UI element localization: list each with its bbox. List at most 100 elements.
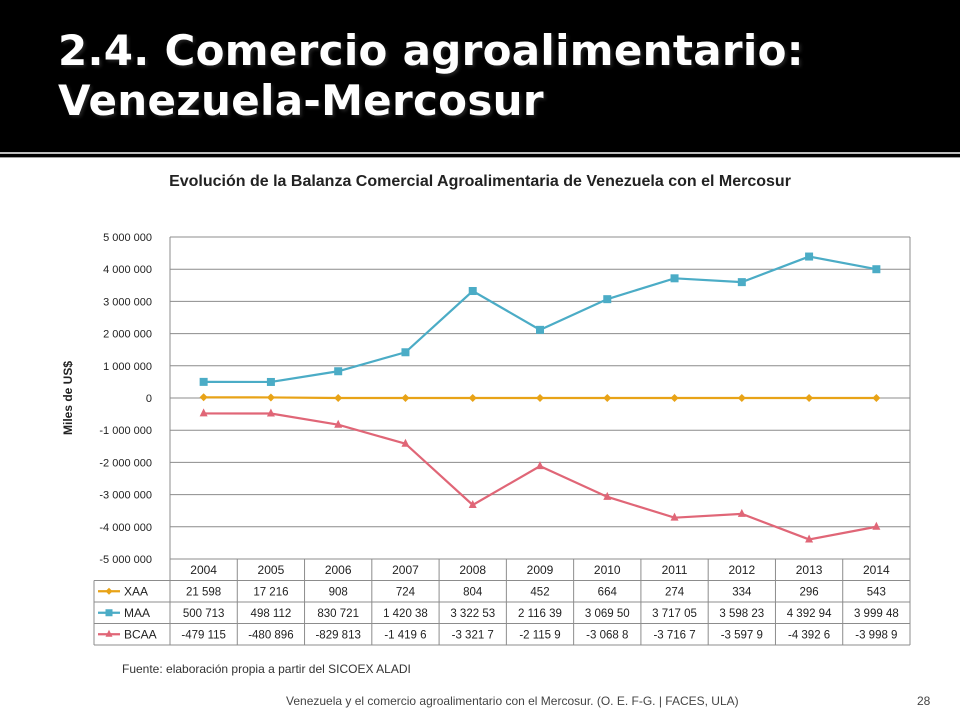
slide-footer: Venezuela y el comercio agroalimentario … <box>286 694 739 708</box>
data-point-bcaa <box>266 408 275 417</box>
series-line-maa <box>203 255 877 384</box>
slide-title-line2: Venezuela-Mercosur <box>58 76 544 125</box>
table-cell-maa: 3 322 53 <box>450 608 495 620</box>
table-cell-bcaa: -829 813 <box>315 630 360 642</box>
legend-marker-bcaa <box>105 629 113 637</box>
table-cell-bcaa: -3 321 7 <box>452 630 494 642</box>
x-tick-label: 2006 <box>325 563 352 577</box>
title-divider-thin <box>0 157 960 158</box>
data-point-bcaa <box>468 499 477 508</box>
data-point-maa <box>737 278 746 287</box>
table-cell-xaa: 17 216 <box>253 587 288 599</box>
data-point-xaa <box>872 393 881 402</box>
table-cell-maa: 1 420 38 <box>383 608 428 620</box>
table-cell-bcaa: -2 115 9 <box>519 630 560 642</box>
data-point-xaa <box>334 393 343 402</box>
data-point-xaa <box>468 393 477 402</box>
x-tick-label: 2007 <box>392 563 419 577</box>
title-band <box>0 0 960 150</box>
data-point-maa <box>670 274 679 283</box>
table-cell-bcaa: -3 998 9 <box>855 630 897 642</box>
data-point-maa <box>266 377 275 386</box>
table-cell-xaa: 452 <box>530 587 549 599</box>
data-point-maa <box>536 325 544 334</box>
table-cell-xaa: 296 <box>799 587 818 599</box>
table-cell-bcaa: -1 419 6 <box>384 630 426 642</box>
y-tick-label: -3 000 000 <box>99 490 152 502</box>
chart-title: Evolución de la Balanza Comercial Agroal… <box>169 173 791 190</box>
table-cell-maa: 2 116 39 <box>518 608 562 620</box>
table-cell-bcaa: -480 896 <box>248 630 293 642</box>
x-tick-label: 2013 <box>796 563 823 577</box>
data-point-xaa <box>805 393 814 402</box>
legend-marker-maa <box>105 609 113 617</box>
table-cell-maa: 3 717 05 <box>652 608 697 620</box>
title-divider <box>0 152 960 154</box>
table-cell-maa: 3 999 48 <box>854 608 899 620</box>
data-point-xaa <box>199 393 208 402</box>
y-tick-label: -1 000 000 <box>99 425 152 437</box>
table-cell-bcaa: -3 068 8 <box>586 630 628 642</box>
series-line-bcaa <box>203 412 877 541</box>
y-tick-label: 0 <box>146 393 152 405</box>
y-tick-label: 3 000 000 <box>103 296 152 308</box>
y-tick-label: 5 000 000 <box>103 232 152 244</box>
y-axis-label: Miles de US$ <box>61 361 75 435</box>
table-cell-bcaa: -479 115 <box>181 630 226 642</box>
data-point-bcaa <box>536 461 544 470</box>
data-point-xaa <box>536 393 544 402</box>
table-cell-bcaa: -3 597 9 <box>721 630 763 642</box>
data-point-bcaa <box>737 508 746 517</box>
data-point-xaa <box>603 393 612 402</box>
legend-label-bcaa: BCAA <box>124 628 157 642</box>
y-tick-label: 2 000 000 <box>103 329 152 341</box>
x-tick-label: 2012 <box>728 563 755 577</box>
data-point-bcaa <box>872 521 881 530</box>
y-tick-label: 4 000 000 <box>103 264 152 276</box>
x-tick-label: 2005 <box>258 563 285 577</box>
table-cell-maa: 498 112 <box>251 608 292 620</box>
x-tick-label: 2009 <box>527 563 554 577</box>
table-cell-xaa: 804 <box>463 587 483 599</box>
data-point-maa <box>468 287 477 296</box>
table-cell-maa: 500 713 <box>183 608 225 620</box>
y-tick-label: -2 000 000 <box>99 457 152 469</box>
data-point-maa <box>603 295 612 304</box>
table-cell-bcaa: -4 392 6 <box>788 630 830 642</box>
x-tick-label: 2004 <box>190 563 217 577</box>
data-point-maa <box>872 265 881 274</box>
table-cell-xaa: 543 <box>867 587 886 599</box>
data-point-bcaa <box>199 408 208 417</box>
slide-title-line1: 2.4. Comercio agroalimentario: <box>58 26 804 75</box>
data-point-bcaa <box>603 491 612 500</box>
data-point-bcaa <box>805 534 814 543</box>
slide-content <box>0 158 960 720</box>
data-point-maa <box>199 377 208 386</box>
source-note: Fuente: elaboración propia a partir del … <box>122 662 411 676</box>
data-point-bcaa <box>401 438 410 447</box>
x-tick-label: 2008 <box>459 563 486 577</box>
table-cell-maa: 3 069 50 <box>585 608 630 620</box>
data-point-maa <box>401 348 410 357</box>
table-cell-maa: 830 721 <box>317 608 359 620</box>
legend-marker-xaa <box>105 587 113 595</box>
table-cell-xaa: 274 <box>665 587 685 599</box>
data-point-xaa <box>670 393 679 402</box>
y-tick-label: -4 000 000 <box>99 522 152 534</box>
y-tick-label: 1 000 000 <box>103 361 152 373</box>
page-number: 28 <box>917 694 931 708</box>
table-cell-maa: 3 598 23 <box>719 608 764 620</box>
x-tick-label: 2011 <box>662 563 688 577</box>
data-point-xaa <box>266 393 275 402</box>
y-tick-label: -5 000 000 <box>99 554 152 566</box>
table-cell-xaa: 908 <box>329 587 348 599</box>
data-point-bcaa <box>334 419 343 428</box>
data-point-xaa <box>737 393 746 402</box>
slide-title: 2.4. Comercio agroalimentario: Venezuela… <box>58 26 804 126</box>
table-cell-bcaa: -3 716 7 <box>653 630 695 642</box>
table-cell-xaa: 664 <box>598 587 618 599</box>
x-tick-label: 2010 <box>594 563 621 577</box>
data-point-maa <box>334 367 343 376</box>
table-cell-xaa: 21 598 <box>186 587 221 599</box>
